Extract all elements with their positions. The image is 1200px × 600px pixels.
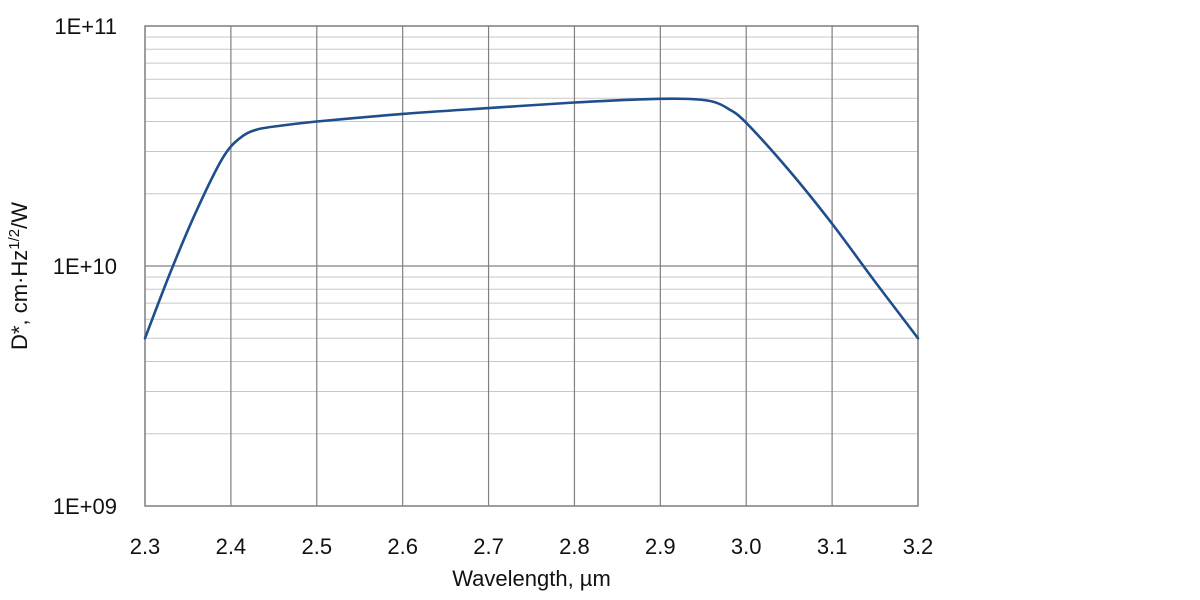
y-axis-label-base: D*, cm: [7, 284, 32, 350]
x-tick-label: 3.1: [817, 534, 848, 559]
y-axis-label-unit: Hz: [7, 250, 32, 277]
x-tick-labels: 2.3 2.4 2.5 2.6 2.7 2.8 2.9 3.0 3.1 3.2: [130, 534, 934, 559]
minor-gridlines: [145, 36, 918, 435]
x-tick-label: 2.6: [387, 534, 418, 559]
y-axis-label-suffix: /W: [7, 202, 32, 229]
detectivity-series-line: [143, 97, 920, 340]
x-tick-label: 3.0: [731, 534, 762, 559]
series-layer: [143, 97, 920, 340]
plot-area-frame: [144, 25, 919, 507]
x-tick-label: 3.2: [903, 534, 934, 559]
y-tick-label: 1E+09: [53, 494, 117, 519]
y-axis-label: D*, cm·Hz1/2/W: [6, 202, 33, 350]
x-tick-label: 2.5: [301, 534, 332, 559]
y-axis-label-exponent: 1/2: [6, 229, 23, 250]
y-tick-labels: 1E+09 1E+10 1E+11: [53, 14, 117, 519]
y-axis-label-dot: ·: [7, 277, 32, 284]
x-axis-label: Wavelength, µm: [452, 566, 611, 591]
y-tick-label: 1E+11: [54, 14, 117, 39]
y-tick-label: 1E+10: [53, 254, 117, 279]
x-tick-label: 2.4: [216, 534, 247, 559]
x-tick-label: 2.9: [645, 534, 676, 559]
x-tick-label: 2.7: [473, 534, 504, 559]
x-tick-label: 2.8: [559, 534, 590, 559]
x-tick-label: 2.3: [130, 534, 161, 559]
